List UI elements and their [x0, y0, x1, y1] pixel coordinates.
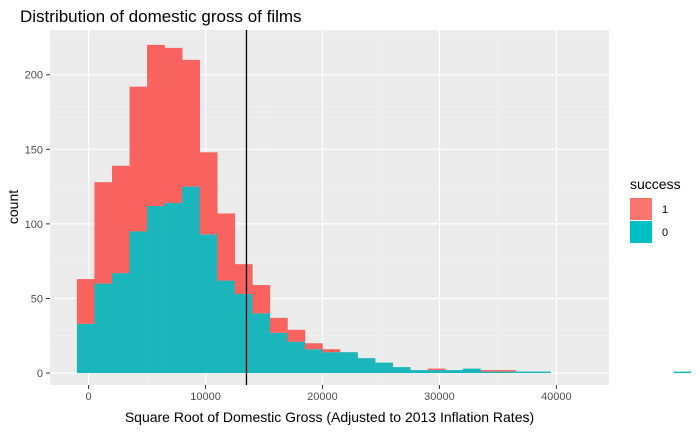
bar-success-0	[462, 368, 481, 374]
bar-success-1	[322, 349, 341, 353]
bar-success-0	[199, 234, 218, 374]
bar-success-1	[182, 59, 200, 187]
bar-success-0	[480, 371, 499, 374]
legend-label-1: 1	[662, 204, 668, 216]
bar-success-0	[375, 362, 393, 374]
bar-success-1	[480, 370, 499, 372]
bar-success-1	[287, 329, 306, 342]
bar-success-0	[392, 367, 411, 374]
bar-success-0	[76, 323, 95, 374]
bar-success-1	[76, 279, 95, 324]
legend-label-0: 0	[662, 227, 668, 239]
bar-success-0	[445, 370, 464, 374]
x-tick-label: 0	[86, 391, 92, 403]
y-axis-title: count	[5, 190, 21, 224]
bar-success-1	[147, 44, 165, 207]
bar-success-0	[322, 352, 341, 374]
bar-success-0	[340, 352, 358, 374]
bar-success-1	[497, 370, 516, 372]
bar-success-0	[111, 273, 130, 374]
bar-success-1	[234, 264, 253, 295]
x-tick-label: 40000	[541, 391, 572, 403]
legend-title: success	[630, 176, 681, 192]
bar-success-1	[199, 152, 218, 235]
x-tick-label: 10000	[190, 391, 221, 403]
bar-success-1	[304, 343, 323, 350]
chart-title: Distribution of domestic gross of films	[20, 7, 302, 26]
bar-success-0	[515, 371, 534, 374]
bar-success-0	[357, 358, 376, 374]
bar-success-0	[427, 370, 446, 374]
bar-success-0	[304, 349, 323, 374]
y-tick-label: 0	[37, 368, 43, 380]
bar-success-0	[410, 370, 429, 374]
bar-success-1	[111, 165, 130, 274]
bar-success-0	[269, 332, 288, 374]
bar-success-1	[129, 86, 148, 232]
y-tick-label: 150	[25, 144, 43, 156]
y-tick-label: 50	[31, 293, 43, 305]
histogram-bars	[76, 44, 692, 374]
legend-swatch-0	[630, 221, 652, 243]
legend: success 1 0	[630, 176, 681, 243]
bar-success-0	[252, 313, 271, 374]
legend-swatch-1	[630, 198, 652, 220]
bar-success-0	[182, 186, 200, 374]
x-tick-label: 30000	[424, 391, 455, 403]
bar-success-0	[147, 206, 165, 374]
bar-success-1	[164, 47, 183, 204]
y-tick-label: 100	[25, 219, 43, 231]
bar-success-1	[94, 182, 113, 284]
x-tick-label: 20000	[307, 391, 338, 403]
bar-success-1	[427, 368, 446, 371]
bar-success-0	[234, 294, 253, 374]
y-axis-ticks: 0 50 100 150 200	[25, 70, 50, 380]
x-axis-ticks: 0 10000 20000 30000 40000	[86, 385, 572, 403]
bar-success-0	[673, 371, 692, 374]
bar-success-0	[94, 283, 113, 374]
bar-success-0	[532, 371, 551, 374]
bar-success-0	[287, 341, 306, 374]
bar-success-0	[217, 280, 236, 374]
bar-success-1	[252, 285, 271, 314]
bar-success-0	[129, 231, 148, 374]
bar-success-0	[164, 203, 183, 374]
bar-success-1	[217, 213, 236, 281]
bar-success-0	[497, 371, 516, 374]
bar-success-1	[269, 317, 288, 333]
y-tick-label: 200	[25, 70, 43, 82]
x-axis-title: Square Root of Domestic Gross (Adjusted …	[125, 409, 534, 425]
